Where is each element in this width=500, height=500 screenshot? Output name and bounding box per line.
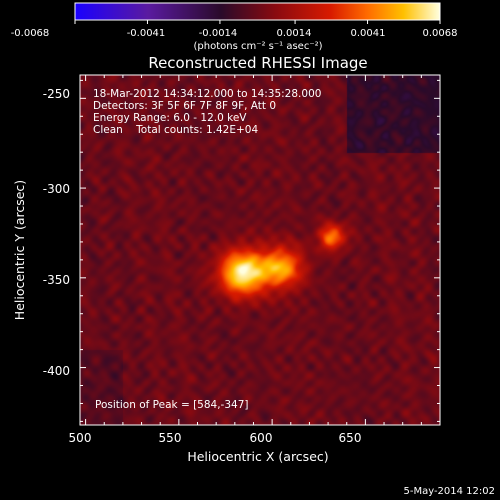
x-tick-label: 550 xyxy=(159,431,182,445)
y-axis-title: Heliocentric Y (arcsec) xyxy=(12,180,27,320)
colorbar-strip xyxy=(74,2,441,21)
x-tick-label: 600 xyxy=(250,431,273,445)
colorbar-tick-label: -0.0014 xyxy=(199,28,238,39)
detectors-annotation: Detectors: 3F 5F 6F 7F 8F 9F, Att 0 xyxy=(93,100,276,112)
clean-counts-annotation: Clean Total counts: 1.42E+04 xyxy=(93,124,258,136)
x-tick-label: 500 xyxy=(69,431,92,445)
colorbar: -0.0068 -0.0041 -0.0014 0.0014 0.0041 0.… xyxy=(11,2,458,52)
energy-range-annotation: Energy Range: 6.0 - 12.0 keV xyxy=(93,112,247,124)
plot-frame xyxy=(79,74,441,426)
time-range-annotation: 18-Mar-2012 14:34:12.000 to 14:35:28.000 xyxy=(93,88,321,100)
x-tick-label: 650 xyxy=(339,431,362,445)
y-tick-label: -300 xyxy=(43,182,70,196)
y-tick-label: -250 xyxy=(43,87,70,101)
peak-position-annotation: Position of Peak = [584,-347] xyxy=(95,399,249,411)
colorbar-tick-label: 0.0068 xyxy=(423,28,458,39)
plot-area xyxy=(79,74,441,426)
y-tick-label: -400 xyxy=(43,364,70,378)
colorbar-tick-label: 0.0014 xyxy=(277,28,312,39)
chart-title: Reconstructed RHESSI Image xyxy=(148,54,367,72)
colorbar-tick-label: -0.0041 xyxy=(127,28,166,39)
colorbar-tick-label: -0.0068 xyxy=(11,28,50,39)
footer-date: 5-May-2014 12:02 xyxy=(403,486,495,497)
colorbar-tick-label: 0.0041 xyxy=(351,28,386,39)
y-tick-label: -350 xyxy=(43,273,70,287)
colorbar-unit-label: (photons cm⁻² s⁻¹ asec⁻²) xyxy=(193,41,322,52)
x-axis-title: Heliocentric X (arcsec) xyxy=(187,449,328,464)
